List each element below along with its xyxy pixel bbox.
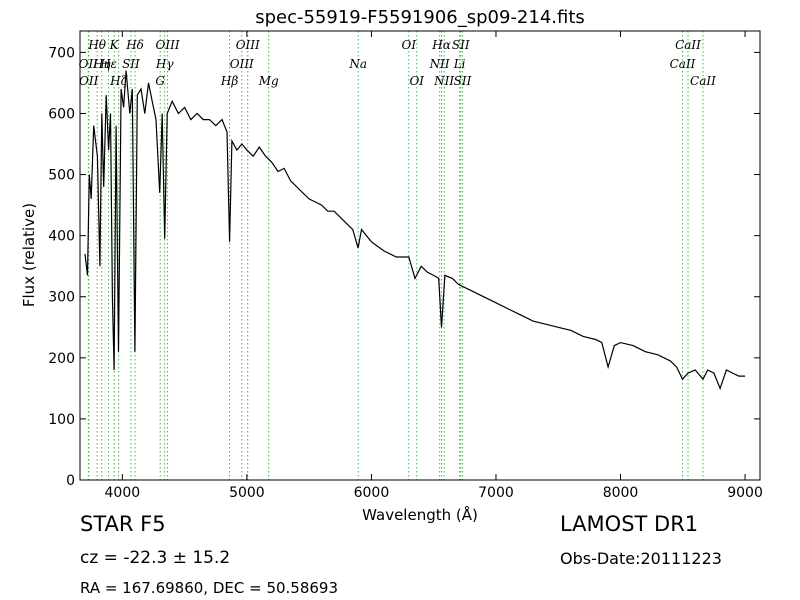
spectral-line-label: OII [79, 57, 99, 71]
spectral-line-label: CaII [670, 57, 696, 71]
spectral-line-label: SII [452, 38, 470, 52]
y-tick-label: 500 [48, 168, 75, 184]
spectral-line-label: OIII [156, 38, 180, 52]
x-axis-ticks: 4000 5000 6000 7000 8000 9000 [105, 31, 763, 501]
y-tick-label: 100 [48, 412, 75, 428]
obs-date-label: Obs-Date:20111223 [560, 549, 722, 568]
y-tick-label: 200 [48, 351, 75, 367]
plot-frame [79, 30, 761, 481]
spectral-line-label: OIII [230, 57, 254, 71]
y-tick-label: 400 [48, 229, 75, 245]
spectral-line-label: Hη [92, 57, 111, 71]
spectral-line-label: Hδ [125, 38, 144, 52]
spectral-line-label: Hβ [220, 74, 238, 88]
spectral-line-label: Hε [99, 57, 117, 71]
redshift-label: cz = -22.3 ± 15.2 [80, 548, 231, 568]
survey-label: LAMOST DR1 [560, 512, 699, 536]
y-axis-label: Flux (relative) [20, 203, 38, 307]
spectrum-line [84, 70, 746, 391]
y-tick-label: 700 [48, 45, 75, 61]
spectral-line-label: SII [122, 57, 140, 71]
spectral-line-label: K [109, 38, 120, 52]
y-tick-label: 0 [66, 473, 75, 489]
x-axis-label: Wavelength (Å) [362, 505, 478, 524]
y-tick-label: 600 [48, 106, 75, 122]
spectral-line-label: OI [402, 38, 417, 52]
y-axis-ticks: 0 100 200 300 400 500 600 700 [48, 45, 760, 489]
y-tick-label: 300 [48, 290, 75, 306]
x-tick-label: 9000 [727, 485, 763, 501]
spectral-line-label: Mg [258, 74, 279, 88]
spectral-line-label: Li [453, 57, 466, 71]
spectral-line-label: OI [409, 74, 424, 88]
spectral-line-markers [87, 31, 704, 480]
spectral-line-label: Hζ [109, 74, 128, 88]
x-tick-label: 7000 [478, 485, 514, 501]
x-tick-label: 5000 [229, 485, 265, 501]
spectral-line-label: Na [348, 57, 367, 71]
spectral-line-label: SII [454, 74, 472, 88]
spectral-line-label: Hα [431, 38, 451, 52]
chart-title: spec-55919-F5591906_sp09-214.fits [255, 7, 585, 28]
spectral-line-label: CaII [690, 74, 716, 88]
spectral-line-label: Hγ [155, 57, 174, 71]
spectral-line-label: Hθ [87, 38, 106, 52]
spectral-line-label: CaII [675, 38, 701, 52]
star-class-label: STAR F5 [80, 512, 166, 536]
spectral-line-label: NII [433, 74, 454, 88]
spectral-line-label: OIII [236, 38, 260, 52]
x-tick-label: 4000 [105, 485, 141, 501]
x-tick-label: 6000 [354, 485, 390, 501]
x-tick-label: 8000 [603, 485, 639, 501]
spectral-line-label: G [155, 74, 165, 88]
spectral-line-label: NII [429, 57, 450, 71]
spectral-line-label: OII [79, 74, 99, 88]
coordinates-label: RA = 167.69860, DEC = 50.58693 [80, 579, 339, 597]
